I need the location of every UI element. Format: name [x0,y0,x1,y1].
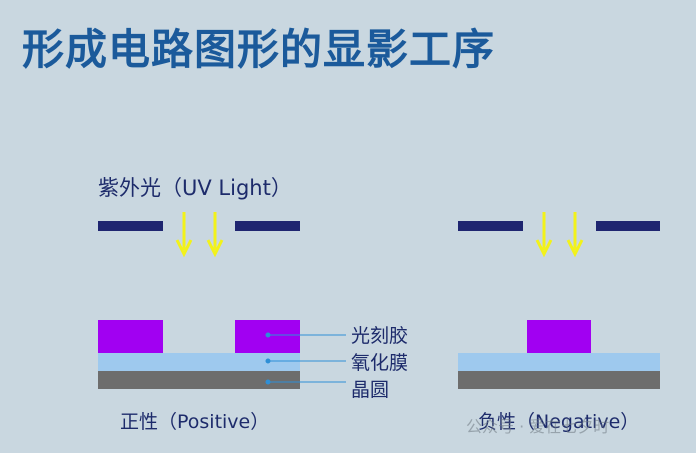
mask-left-negative [458,221,523,231]
photoresist-block-center [527,320,591,353]
negative-caption: 负性（Negative） [478,411,640,433]
mask-left-positive [98,221,163,231]
wafer-layer-negative [458,371,660,389]
oxide-layer-positive [98,353,300,371]
oxide-layer-negative [458,353,660,371]
watermark: 公众号 · 爱在七夕时 [466,417,610,436]
mask-right-positive [235,221,300,231]
uv-arrow-positive-1 [175,212,193,258]
positive-caption: 正性（Positive） [120,411,270,433]
uv-light-label: 紫外光（UV Light） [98,176,292,200]
uv-arrow-positive-2 [206,212,224,258]
page-title: 形成电路图形的显影工序 [22,25,496,74]
wafer-layer-positive [98,371,300,389]
uv-arrow-negative-2 [566,212,584,258]
photoresist-label: 光刻胶 [351,325,409,347]
mask-right-negative [596,221,660,231]
uv-arrow-negative-1 [535,212,553,258]
photoresist-block-right [235,320,300,353]
oxide-label: 氧化膜 [351,352,409,374]
wafer-label: 晶圆 [351,379,390,401]
photoresist-block-left [98,320,163,353]
